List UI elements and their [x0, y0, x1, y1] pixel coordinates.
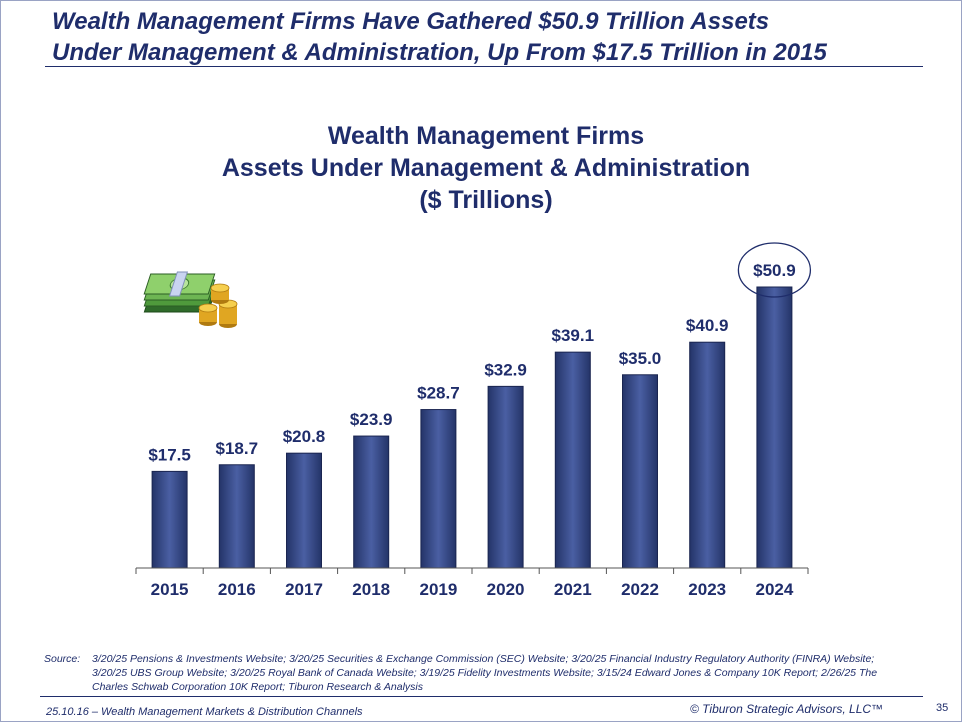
page-number: 35 — [936, 702, 949, 714]
data-label-2016: $18.7 — [216, 439, 259, 458]
footer-presentation-title: 25.10.16 – Wealth Management Markets & D… — [46, 706, 363, 718]
x-tick-label-2021: 2021 — [554, 580, 592, 599]
x-tick-label-2015: 2015 — [151, 580, 189, 599]
footer-copyright: © Tiburon Strategic Advisors, LLC™ — [690, 702, 884, 716]
x-tick-label-2018: 2018 — [352, 580, 390, 599]
data-label-2024: $50.9 — [753, 261, 796, 280]
money-stack-icon — [143, 271, 238, 328]
x-tick-label-2020: 2020 — [487, 580, 525, 599]
data-label-2020: $32.9 — [484, 360, 527, 379]
footer-divider — [40, 696, 923, 697]
x-tick-label-2022: 2022 — [621, 580, 659, 599]
bar-2016 — [218, 464, 255, 569]
data-label-2018: $23.9 — [350, 410, 393, 429]
bar-2022 — [622, 374, 658, 569]
bar-2021 — [554, 351, 591, 569]
x-tick-label-2016: 2016 — [218, 580, 256, 599]
x-tick-label-2017: 2017 — [285, 580, 323, 599]
highlight-circle — [737, 242, 812, 298]
chart-title-line-3: ($ Trillions) — [419, 186, 553, 214]
source-label: Source: — [44, 653, 81, 665]
bar-2018 — [353, 435, 390, 569]
bar-chart: $17.5 2015 $18.7 2016 $20.8 2017 $23.9 2018 $28.… — [135, 242, 812, 599]
chart-title-line-2: Assets Under Management & Administration — [221, 154, 751, 182]
chart-title-line-1: Wealth Management Firms — [327, 122, 645, 150]
data-label-2015: $17.5 — [148, 445, 191, 464]
headline-line-2: Under Management & Administration, Up Fr… — [52, 39, 827, 66]
headline-divider — [45, 66, 923, 67]
data-label-2022: $35.0 — [619, 349, 662, 368]
data-label-2019: $28.7 — [417, 384, 460, 403]
bar-2023 — [689, 341, 726, 569]
data-label-2023: $40.9 — [686, 316, 729, 335]
chart-title: Wealth Management Firms Assets Under Man… — [0, 120, 962, 216]
bar-2020 — [487, 385, 524, 569]
source-text: 3/20/25 Pensions & Investments Website; … — [92, 653, 878, 693]
slide-headline: Wealth Management Firms Have Gathered $5… — [52, 6, 932, 68]
headline-line-1: Wealth Management Firms Have Gathered $5… — [52, 8, 770, 35]
x-tick-label-2019: 2019 — [419, 580, 457, 599]
bar-2019 — [420, 409, 457, 569]
x-tick-label-2023: 2023 — [688, 580, 726, 599]
bar-2015 — [151, 470, 188, 569]
data-label-2017: $20.8 — [283, 427, 326, 446]
x-tick-label-2024: 2024 — [755, 580, 793, 599]
bar-2017 — [286, 452, 322, 569]
data-label-2021: $39.1 — [552, 326, 595, 345]
bar-2024 — [756, 286, 793, 569]
